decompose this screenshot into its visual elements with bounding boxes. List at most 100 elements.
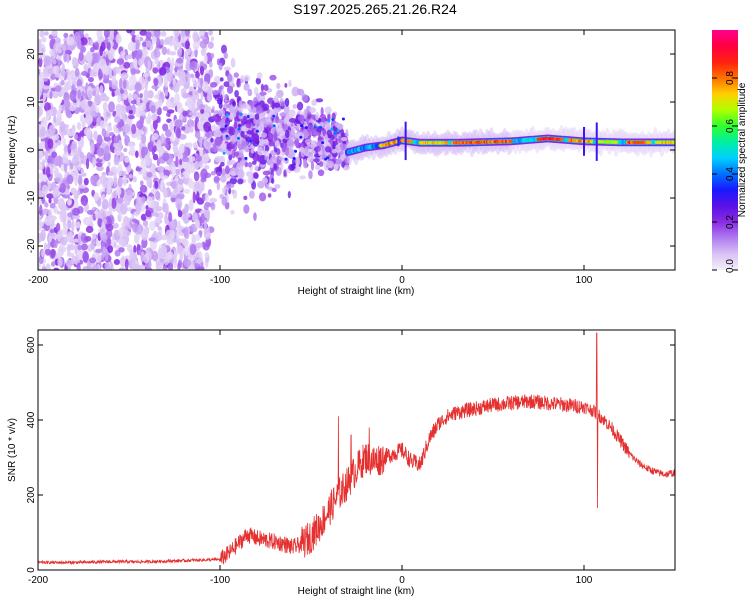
noise-blob — [202, 243, 210, 251]
snr-ylabel: SNR (10 * v/v) — [7, 418, 18, 482]
noise-blob — [41, 184, 49, 196]
spectrogram-ytick-label: 20 — [26, 48, 37, 60]
scatter-speck — [341, 117, 345, 121]
noise-blob — [199, 147, 203, 158]
scatter-speck — [224, 124, 228, 128]
noise-blob — [61, 104, 66, 112]
noise-blob — [78, 30, 84, 36]
noise-blob — [171, 57, 175, 67]
scatter-blob — [220, 142, 227, 150]
noise-blob — [48, 208, 53, 218]
scatter-blob — [271, 99, 275, 110]
noise-blob — [53, 205, 58, 215]
scatter-speck — [313, 125, 317, 129]
noise-blob — [161, 175, 169, 180]
noise-blob — [205, 132, 211, 138]
noise-blob — [57, 230, 61, 242]
noise-blob — [80, 243, 88, 251]
noise-blob — [120, 170, 127, 177]
noise-blob — [123, 195, 131, 206]
noise-blob — [38, 204, 43, 216]
scatter-blob — [304, 145, 309, 155]
scatter-blob — [229, 177, 238, 185]
scatter-blob — [269, 163, 274, 169]
noise-blob — [51, 151, 58, 159]
noise-blob — [184, 246, 189, 257]
scatter-blob — [256, 72, 263, 79]
noise-blob — [203, 121, 212, 133]
scatter-blob — [307, 154, 315, 163]
scatter-blob — [230, 57, 236, 68]
scatter-blob — [312, 131, 320, 136]
noise-blob — [180, 36, 186, 44]
scatter-blob — [292, 104, 298, 109]
scatter-blob — [233, 72, 239, 78]
scatter-blob — [245, 171, 254, 177]
snr-ytick-label: 0 — [26, 567, 37, 573]
noise-blob — [150, 105, 156, 114]
noise-blob — [53, 167, 59, 179]
scatter-blob — [287, 191, 291, 199]
scatter-blob — [296, 101, 304, 111]
scatter-blob — [332, 140, 336, 151]
scatter-blob — [240, 118, 246, 124]
noise-blob — [158, 146, 165, 154]
noise-blob — [128, 75, 137, 87]
snr-marks — [38, 332, 675, 566]
scatter-blob — [295, 156, 301, 167]
scatter-blob — [262, 170, 271, 176]
scatter-blob — [239, 160, 246, 166]
scatter-blob — [276, 82, 281, 89]
noise-blob — [128, 257, 136, 268]
noise-blob — [138, 110, 147, 116]
noise-blob — [91, 264, 100, 270]
noise-blob — [187, 119, 195, 128]
noise-blob — [191, 233, 196, 244]
noise-blob — [73, 133, 78, 140]
noise-blob — [41, 266, 47, 270]
noise-blob — [166, 251, 174, 260]
scatter-blob — [311, 99, 317, 106]
noise-blob — [194, 219, 201, 229]
scatter-blob — [269, 74, 277, 81]
noise-blob — [123, 61, 131, 69]
scatter-blob — [321, 144, 325, 155]
line-glitch — [404, 121, 407, 161]
noise-blob — [85, 158, 90, 170]
noise-blob — [51, 30, 58, 37]
noise-blob — [75, 169, 79, 181]
noise-blob — [113, 259, 121, 266]
scatter-blob — [214, 155, 223, 163]
scatter-blob — [222, 187, 226, 195]
scatter-blob — [338, 135, 342, 144]
scatter-speck — [331, 118, 335, 122]
noise-blob — [182, 92, 188, 99]
scatter-blob — [232, 100, 237, 107]
scatter-blob — [296, 131, 305, 141]
noise-blob — [207, 41, 214, 49]
noise-blob — [83, 127, 92, 137]
noise-blob — [44, 215, 53, 226]
scatter-speck — [255, 129, 259, 133]
noise-blob — [140, 168, 148, 173]
noise-blob — [135, 106, 141, 118]
noise-blob — [169, 120, 174, 133]
noise-blob — [189, 60, 198, 71]
noise-blob — [42, 174, 48, 183]
noise-blob — [203, 164, 210, 170]
scatter-blob — [241, 140, 249, 147]
noise-blob — [108, 79, 112, 88]
scatter-blob — [288, 109, 296, 118]
noise-blob — [160, 133, 166, 144]
noise-blob — [194, 233, 201, 242]
noise-blob — [83, 216, 91, 226]
noise-blob — [60, 157, 69, 164]
noise-blob — [64, 99, 71, 110]
noise-blob — [162, 264, 168, 270]
noise-blob — [95, 208, 99, 220]
noise-blob — [66, 36, 74, 46]
noise-blob — [76, 122, 82, 131]
noise-blob — [176, 101, 183, 114]
scatter-blob — [320, 106, 324, 117]
